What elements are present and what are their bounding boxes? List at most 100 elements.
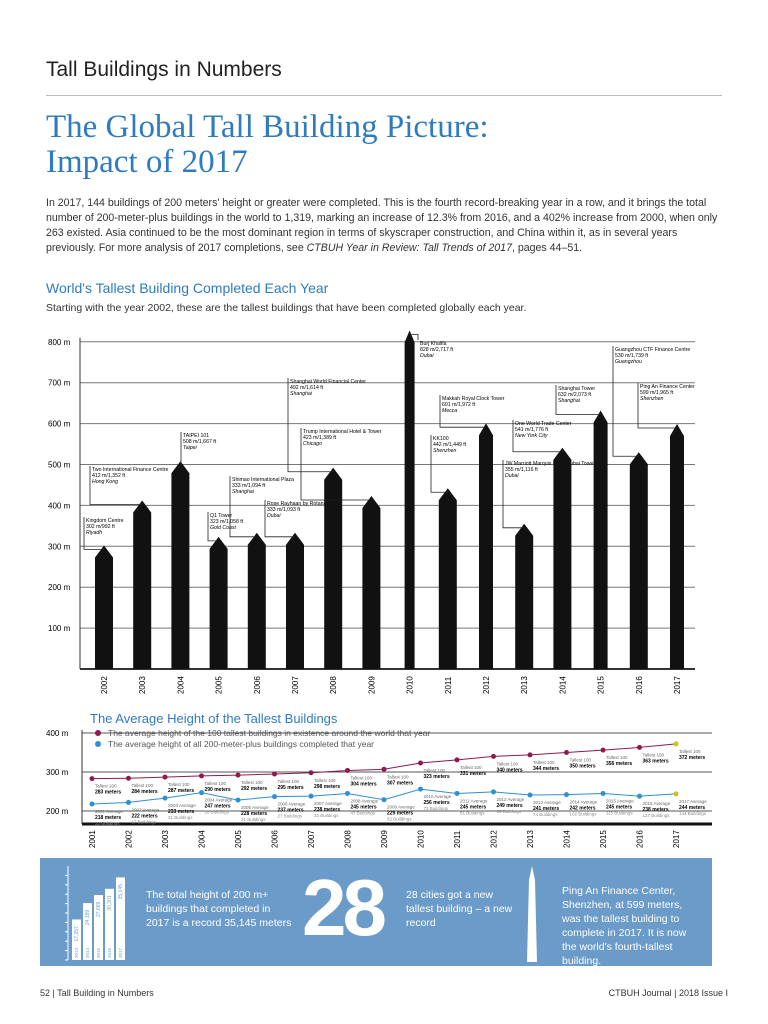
section-title: Tall Buildings in Numbers: [46, 58, 282, 81]
label-leader: [264, 500, 295, 538]
point-buildings: 52 Buildings: [387, 817, 412, 822]
total-height-bar: [83, 903, 92, 960]
point-caption: Tallest 100: [570, 758, 592, 763]
x-tick-label: 2017: [673, 676, 682, 694]
building-height: 541 m/1,776 ft: [515, 427, 549, 433]
legend-label: The average height of all 200-meter-plus…: [108, 739, 374, 749]
point-caption: 2010 Average: [424, 794, 452, 799]
building-city: Riyadh: [86, 530, 102, 536]
point-caption: 2011 Average: [460, 798, 488, 803]
point-value: 245 meters: [460, 804, 486, 810]
chart1-title: World's Tallest Building Completed Each …: [46, 280, 329, 296]
building-bar: [95, 545, 113, 669]
point-caption: 2009 Average: [387, 805, 415, 810]
point-caption: 2001 Average: [95, 809, 123, 814]
label-leader: [612, 346, 639, 457]
x-tick-label: 2016: [636, 830, 645, 848]
data-point: [381, 766, 387, 772]
point-caption: 2005 Average: [241, 805, 269, 810]
point-value: 218 meters: [95, 815, 121, 821]
building-name: Rose Rayhaan by Rotana: [267, 501, 327, 507]
data-point: [345, 767, 350, 773]
label-leader: [287, 378, 334, 473]
point-caption: Tallest 100: [533, 760, 555, 765]
point-value: 237 meters: [278, 808, 304, 814]
y-tick-label: 800 m: [48, 338, 71, 347]
building-name: JW Marriott Marquis Hotel Dubai Tower 2: [505, 461, 600, 467]
building-name: KK100: [433, 436, 449, 442]
point-caption: Tallest 100: [679, 749, 701, 754]
total-height-mini-chart: 17,257 2013 24,199 2014 27,669 2015 30,301 2016…: [65, 866, 125, 961]
building-name: Q1 Tower: [210, 513, 232, 519]
data-point: [527, 792, 533, 798]
bar-value: 27,669: [96, 901, 102, 917]
data-point: [673, 741, 679, 747]
label-leader: [637, 383, 677, 429]
data-point: [637, 744, 642, 750]
point-value: 238 meters: [314, 807, 340, 813]
data-point: [162, 774, 168, 780]
point-caption: Tallest 100: [132, 783, 154, 788]
footer-left: 52 | Tall Building in Numbers: [40, 988, 154, 998]
label-leader: [430, 435, 448, 493]
ping-an-silhouette-icon: [527, 866, 537, 962]
y-tick-label: 300 m: [46, 768, 69, 777]
building-name: Guangzhou CTF Finance Centre: [615, 347, 690, 353]
point-buildings: 144 Buildings: [679, 811, 707, 816]
data-point: [272, 794, 277, 800]
building-name: Two International Finance Centre: [92, 467, 169, 473]
point-caption: 2012 Average: [497, 797, 525, 802]
point-caption: Tallest 100: [460, 765, 482, 770]
point-caption: Tallest 100: [424, 768, 446, 773]
label-leader: [409, 333, 419, 340]
point-value: 245 meters: [606, 804, 632, 810]
x-tick-label: 2008: [344, 830, 353, 848]
data-point: [491, 789, 496, 795]
building-height: 828 m/2,717 ft: [420, 347, 454, 353]
data-point: [126, 799, 131, 805]
point-value: 241 meters: [533, 806, 559, 812]
building-bar: [593, 410, 608, 669]
x-tick-label: 2006: [253, 676, 262, 694]
data-point: [637, 793, 642, 799]
point-caption: 2004 Average: [205, 798, 233, 803]
point-buildings: 102 Buildings: [570, 812, 598, 817]
building-name: Trump International Hotel & Tower: [303, 429, 382, 435]
point-caption: Tallest 100: [95, 784, 117, 789]
point-value: 340 meters: [497, 767, 523, 773]
point-caption: 2003 Average: [168, 803, 196, 808]
point-caption: 2007 Average: [314, 801, 342, 806]
y-tick-label: 400 m: [46, 729, 69, 738]
point-value: 331 meters: [460, 771, 486, 777]
page-title: The Global Tall Building Picture: Impact…: [46, 110, 489, 180]
point-value: 323 meters: [424, 774, 450, 780]
divider: [46, 95, 722, 96]
x-tick-label: 2005: [234, 830, 243, 848]
point-value: 295 meters: [278, 785, 304, 791]
bar-value: 17,257: [74, 926, 80, 942]
point-buildings: 18 Buildings: [205, 810, 230, 815]
building-city: Gold Coast: [210, 525, 237, 531]
y-tick-label: 500 m: [48, 461, 71, 470]
x-tick-label: 2006: [271, 830, 280, 848]
x-tick-label: 2003: [161, 830, 170, 848]
point-value: 222 meters: [132, 813, 158, 819]
bar-year: 2013: [74, 947, 79, 958]
x-tick-label: 2013: [520, 676, 529, 694]
building-bar: [247, 532, 266, 669]
point-caption: Tallest 100: [497, 761, 519, 766]
building-height: 632 m/2,073 ft: [558, 392, 592, 398]
x-tick-label: 2014: [558, 676, 567, 694]
x-tick-label: 2002: [100, 676, 109, 694]
ping-an-text: Ping An Finance Center, Shenzhen, at 599…: [562, 885, 687, 967]
point-buildings: 27 Buildings: [278, 814, 303, 819]
x-tick-label: 2007: [307, 830, 316, 848]
legend-label: The average height of the 100 tallest bu…: [108, 728, 430, 738]
data-point: [199, 790, 204, 796]
point-value: 287 meters: [168, 788, 194, 794]
building-name: Shanghai World Financial Center: [290, 379, 366, 385]
data-point: [272, 771, 277, 777]
building-bar: [286, 532, 304, 669]
title-line-2: Impact of 2017: [46, 144, 248, 180]
bar-year: 2014: [85, 947, 90, 958]
